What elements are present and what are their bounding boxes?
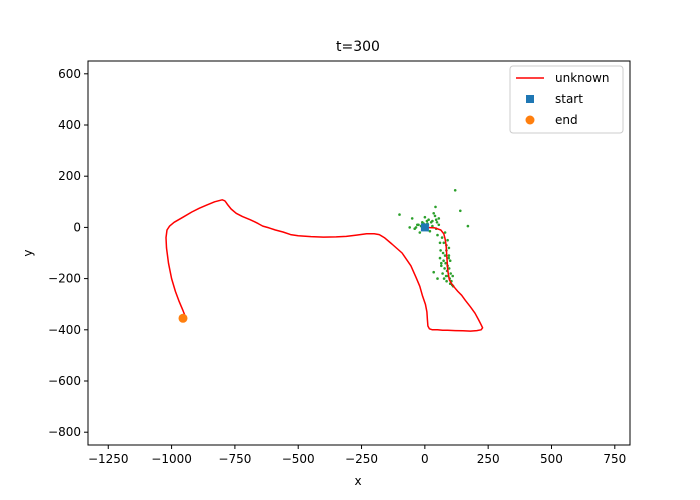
scatter-point <box>446 238 449 242</box>
scatter-point <box>466 224 470 228</box>
scatter-point <box>440 261 443 265</box>
x-tick-label: 250 <box>477 452 500 466</box>
legend-circle-swatch <box>525 115 535 125</box>
scatter-point <box>447 256 451 260</box>
y-tick-label: −800 <box>48 425 81 439</box>
x-axis-label: x <box>354 474 361 488</box>
scatter-point <box>453 189 457 192</box>
scatter-point <box>449 272 453 275</box>
scatter-point <box>398 213 401 216</box>
legend: unknown start end <box>509 65 624 134</box>
scatter-point <box>447 254 451 257</box>
scatter-point <box>442 277 446 280</box>
y-tick-label: −200 <box>48 272 81 286</box>
scatter-point <box>432 212 436 215</box>
scatter-point <box>441 251 445 255</box>
trajectory-line <box>165 199 484 332</box>
scatter-point <box>431 224 434 228</box>
scatter-point <box>451 274 455 278</box>
scatter-point <box>438 241 442 245</box>
x-axis: −1250 −1000 −750 −500 −250 0 250 500 750 <box>88 445 626 466</box>
y-tick-label: 200 <box>58 169 81 183</box>
y-tick-label: 0 <box>73 220 81 234</box>
scatter-point <box>441 272 444 275</box>
plot-area <box>87 60 631 446</box>
scatter-point <box>440 236 444 239</box>
x-tick-label: −1000 <box>151 452 192 466</box>
scatter-point <box>431 219 434 223</box>
scatter-point <box>436 277 439 280</box>
legend-entry: start <box>526 92 583 106</box>
scatter-point <box>408 226 412 229</box>
y-axis: −800 −600 −400 −200 0 200 400 600 <box>48 67 88 439</box>
legend-square-swatch <box>526 95 534 103</box>
scatter-point <box>440 264 443 268</box>
scatter-point <box>437 217 441 220</box>
x-tick-label: −750 <box>218 452 251 466</box>
y-tick-label: −400 <box>48 323 81 337</box>
legend-entry: end <box>525 113 578 127</box>
scatter-point <box>444 274 448 278</box>
scatter-point <box>439 249 442 252</box>
scatter-point <box>428 229 432 233</box>
scatter-point <box>433 214 437 218</box>
scatter-point <box>423 215 427 219</box>
scatter-point <box>448 259 452 263</box>
y-tick-label: −600 <box>48 374 81 388</box>
scatter-point <box>447 267 451 270</box>
x-tick-label: −500 <box>282 452 315 466</box>
end-marker <box>178 313 188 323</box>
scatter-point <box>443 254 447 257</box>
scatter-point <box>443 267 446 270</box>
scatter-point <box>414 226 418 229</box>
x-tick-label: −250 <box>345 452 378 466</box>
scatter-point <box>445 279 448 283</box>
axes-frame <box>87 60 631 446</box>
scatter-point <box>447 246 451 250</box>
scatter-point <box>444 261 447 265</box>
legend-box <box>509 65 624 134</box>
scatter-point <box>442 241 446 245</box>
scatter-point <box>436 233 439 237</box>
scatter-point <box>434 218 438 221</box>
x-tick-label: −1250 <box>88 452 129 466</box>
scatter-point <box>416 223 419 227</box>
chart-title: t=300 <box>336 39 380 55</box>
scatter-point <box>410 217 414 220</box>
x-tick-label: 750 <box>603 452 626 466</box>
y-tick-label: 400 <box>58 118 81 132</box>
scatter-point <box>434 205 437 209</box>
y-tick-label: 600 <box>58 67 81 81</box>
scatter-point <box>427 218 430 221</box>
legend-label: end <box>555 113 578 127</box>
x-tick-label: 0 <box>421 452 429 466</box>
scatter-point <box>438 256 442 260</box>
scatter-point <box>443 231 447 234</box>
scatter-point <box>437 223 441 227</box>
scatter-point <box>442 259 445 263</box>
legend-label: unknown <box>555 71 610 85</box>
scatter-point <box>459 209 462 213</box>
scatter-point <box>432 270 436 274</box>
scatter-point <box>418 231 422 234</box>
legend-label: start <box>555 92 583 106</box>
y-axis-label: y <box>21 249 35 256</box>
scatter-point <box>435 221 439 224</box>
x-tick-label: 500 <box>540 452 563 466</box>
start-marker <box>420 223 429 232</box>
legend-entry: unknown <box>516 71 610 85</box>
